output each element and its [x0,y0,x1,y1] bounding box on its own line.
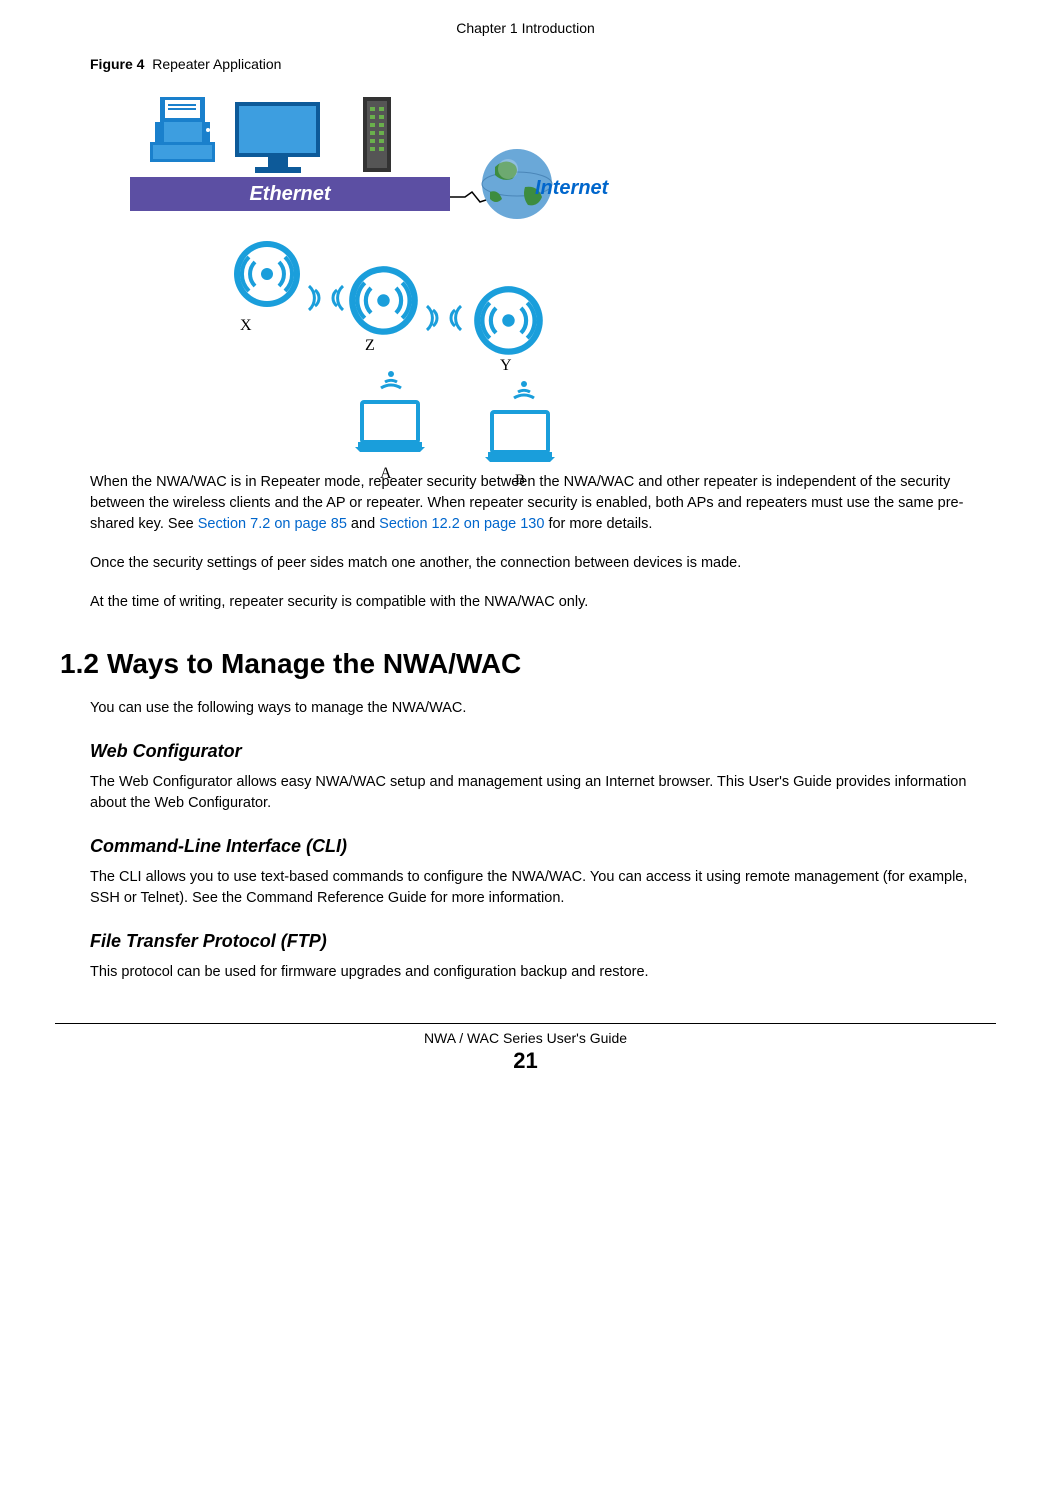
laptop-a-icon [350,397,430,462]
p1-text-b: and [347,516,379,532]
wifi-arc-icon [443,302,465,339]
section-intro: You can use the following ways to manage… [90,698,996,719]
chapter-header: Chapter 1 Introduction [0,20,1051,36]
p1-text-c: for more details. [544,516,652,532]
repeater-diagram: Ethernet Internet [130,82,630,472]
document-page: Chapter 1 Introduction Figure 4 Repeater… [0,20,1051,1074]
wifi-arc-icon [423,302,445,339]
figure-caption: Figure 4 Repeater Application [90,56,1051,72]
access-point-z-icon [345,262,423,345]
wifi-down-icon [377,362,405,397]
subheading-cli: Command-Line Interface (CLI) [90,836,996,857]
sub2-body: The CLI allows you to use text-based com… [90,867,996,909]
printer-icon [150,92,220,172]
access-point-y-icon [470,282,548,365]
figure-title: Repeater Application [152,56,281,72]
ethernet-bar: Ethernet [130,177,450,211]
paragraph-1: When the NWA/WAC is in Repeater mode, re… [90,472,996,535]
footer-title: NWA / WAC Series User's Guide [55,1030,996,1046]
footer-page-number: 21 [55,1048,996,1074]
sub3-body: This protocol can be used for firmware u… [90,962,996,983]
wifi-arc-icon [305,282,327,319]
page-footer: NWA / WAC Series User's Guide 21 [55,1023,996,1074]
node-label-z: Z [365,337,375,355]
wifi-down-icon [510,372,538,407]
node-label-a: A [380,465,392,483]
laptop-b-icon [480,407,560,472]
subheading-ftp: File Transfer Protocol (FTP) [90,931,996,952]
switch-icon [345,97,395,182]
paragraph-3: At the time of writing, repeater securit… [90,592,996,613]
section-heading-1-2: 1.2 Ways to Manage the NWA/WAC [60,648,996,680]
link-section-12-2[interactable]: Section 12.2 on page 130 [379,516,544,532]
wifi-arc-icon [325,282,347,319]
section-number: 1.2 [60,648,99,679]
figure-label: Figure 4 [90,56,144,72]
section-title: Ways to Manage the NWA/WAC [107,648,521,679]
sub1-body: The Web Configurator allows easy NWA/WAC… [90,772,996,814]
subheading-web-configurator: Web Configurator [90,741,996,762]
node-label-y: Y [500,357,512,375]
paragraph-2: Once the security settings of peer sides… [90,553,996,574]
internet-label: Internet [535,177,608,200]
link-section-7-2[interactable]: Section 7.2 on page 85 [198,516,347,532]
node-label-b: B [515,472,525,489]
node-label-x: X [240,317,252,335]
access-point-x-icon [230,237,305,317]
monitor-icon [230,97,325,182]
